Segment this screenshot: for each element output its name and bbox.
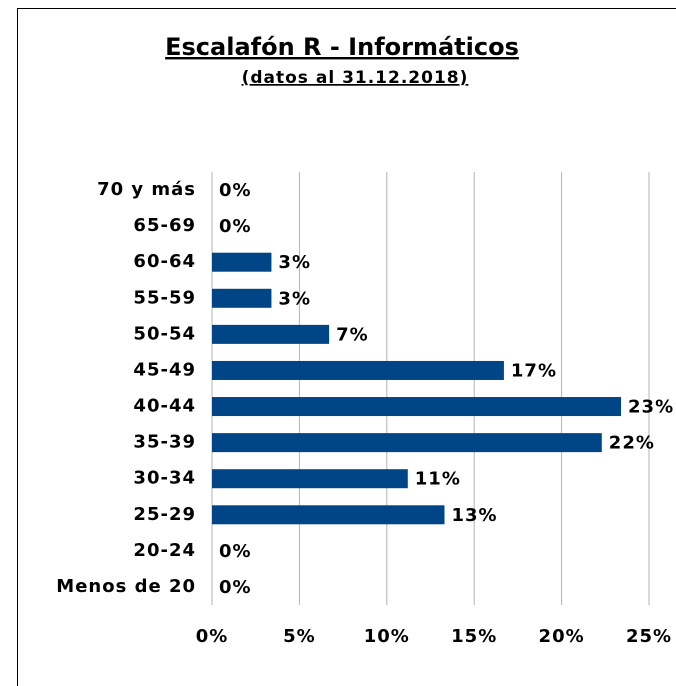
value-label: 0% <box>219 216 252 237</box>
bar <box>212 433 602 453</box>
x-tick-label: 10% <box>364 626 410 647</box>
value-label: 11% <box>415 469 461 490</box>
y-tick-label: 35-39 <box>133 432 196 453</box>
bar <box>212 252 272 272</box>
value-label: 3% <box>278 288 311 309</box>
y-tick-label: 70 y más <box>97 179 196 200</box>
y-tick-label: 55-59 <box>133 287 196 308</box>
x-tick-label: 15% <box>451 626 497 647</box>
value-label: 13% <box>451 505 497 526</box>
y-tick-label: 30-34 <box>133 468 196 489</box>
y-tick-label: 45-49 <box>133 359 196 380</box>
y-tick-label: Menos de 20 <box>56 576 196 597</box>
value-label: 17% <box>511 360 557 381</box>
y-tick-label: 50-54 <box>133 323 196 344</box>
value-label: 0% <box>219 577 252 598</box>
bar <box>212 469 408 489</box>
y-tick-label: 20-24 <box>133 540 196 561</box>
bar <box>212 397 622 417</box>
value-label: 7% <box>336 324 369 345</box>
bar <box>212 505 445 525</box>
x-tick-label: 25% <box>626 626 672 647</box>
y-tick-label: 40-44 <box>133 396 196 417</box>
bar <box>212 324 330 344</box>
value-label: 3% <box>278 252 311 273</box>
y-tick-label: 60-64 <box>133 251 196 272</box>
x-tick-label: 20% <box>539 626 585 647</box>
value-label: 23% <box>628 397 674 418</box>
y-tick-label: 25-29 <box>133 504 196 525</box>
bar <box>212 360 504 380</box>
chart-frame <box>17 8 676 686</box>
x-tick-label: 5% <box>283 626 316 647</box>
value-label: 0% <box>219 180 252 201</box>
x-tick-label: 0% <box>196 626 229 647</box>
value-label: 22% <box>609 433 655 454</box>
bar <box>212 288 272 308</box>
chart-title: Escalafón R - Informáticos <box>165 33 519 61</box>
y-tick-label: 65-69 <box>133 215 196 236</box>
value-label: 0% <box>219 541 252 562</box>
chart-subtitle: (datos al 31.12.2018) <box>242 68 469 88</box>
